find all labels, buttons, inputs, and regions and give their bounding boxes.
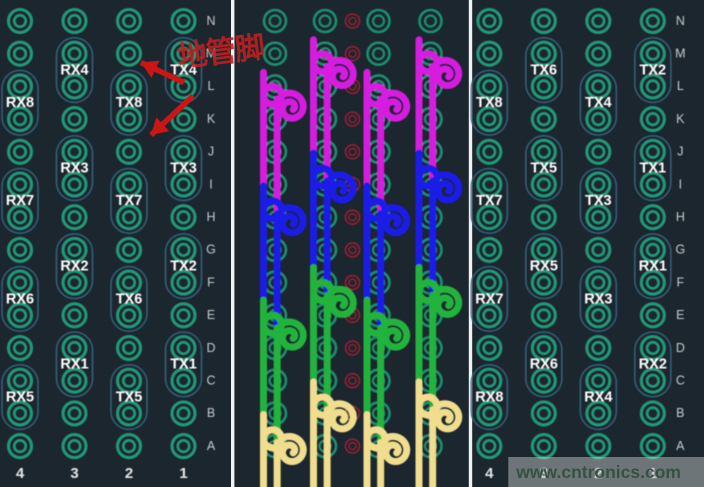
svg-text:1: 1: [179, 465, 187, 482]
svg-text:J: J: [208, 145, 214, 159]
svg-text:A: A: [207, 439, 216, 453]
svg-text:A: A: [676, 439, 685, 453]
svg-text:RX6: RX6: [6, 291, 34, 307]
svg-text:I: I: [209, 177, 212, 191]
svg-text:TX3: TX3: [170, 160, 197, 176]
svg-text:L: L: [677, 79, 684, 93]
svg-text:RX7: RX7: [475, 291, 503, 307]
svg-text:K: K: [676, 112, 685, 126]
svg-text:4: 4: [485, 465, 494, 482]
svg-text:C: C: [676, 373, 685, 387]
svg-text:3: 3: [70, 465, 78, 482]
svg-text:E: E: [207, 308, 215, 322]
svg-text:N: N: [676, 14, 685, 28]
svg-text:G: G: [206, 243, 216, 257]
svg-text:D: D: [676, 341, 685, 355]
svg-text:RX6: RX6: [530, 357, 558, 373]
svg-text:RX1: RX1: [60, 357, 88, 373]
svg-text:D: D: [206, 341, 215, 355]
svg-text:TX7: TX7: [116, 193, 143, 209]
svg-text:TX8: TX8: [116, 95, 143, 111]
svg-text:TX1: TX1: [170, 357, 197, 373]
svg-text:F: F: [677, 275, 685, 289]
svg-text:RX2: RX2: [60, 259, 88, 275]
svg-text:TX8: TX8: [476, 95, 503, 111]
svg-text:TX3: TX3: [585, 193, 612, 209]
svg-text:B: B: [676, 406, 684, 420]
svg-text:RX7: RX7: [6, 193, 34, 209]
svg-text:K: K: [207, 112, 216, 126]
svg-text:RX3: RX3: [584, 291, 612, 307]
svg-text:TX4: TX4: [585, 95, 612, 111]
svg-text:2: 2: [125, 465, 133, 482]
svg-text:RX8: RX8: [475, 389, 503, 405]
svg-text:TX5: TX5: [116, 389, 143, 405]
svg-text:RX2: RX2: [639, 357, 667, 373]
svg-text:RX5: RX5: [6, 389, 34, 405]
svg-text:4: 4: [16, 465, 25, 482]
svg-text:I: I: [679, 177, 682, 191]
svg-text:C: C: [206, 373, 215, 387]
svg-text:L: L: [208, 79, 215, 93]
svg-text:TX5: TX5: [531, 160, 558, 176]
svg-text:N: N: [206, 14, 215, 28]
svg-text:RX1: RX1: [639, 259, 667, 275]
svg-text:TX6: TX6: [531, 62, 558, 78]
svg-text:M: M: [675, 46, 685, 60]
svg-text:RX4: RX4: [60, 62, 88, 78]
svg-text:B: B: [207, 406, 215, 420]
svg-text:RX3: RX3: [60, 160, 88, 176]
svg-text:TX7: TX7: [476, 193, 503, 209]
svg-text:RX8: RX8: [6, 95, 34, 111]
svg-text:J: J: [677, 145, 683, 159]
svg-text:H: H: [676, 210, 685, 224]
svg-text:TX6: TX6: [116, 291, 143, 307]
svg-text:TX2: TX2: [170, 259, 197, 275]
svg-text:G: G: [675, 243, 685, 257]
svg-text:E: E: [676, 308, 684, 322]
svg-text:H: H: [206, 210, 215, 224]
svg-text:RX5: RX5: [530, 259, 558, 275]
svg-text:TX1: TX1: [640, 160, 667, 176]
svg-text:F: F: [207, 275, 215, 289]
svg-text:TX2: TX2: [640, 62, 667, 78]
svg-text:RX4: RX4: [584, 389, 612, 405]
svg-text:www.cntronics.com: www.cntronics.com: [515, 462, 681, 482]
